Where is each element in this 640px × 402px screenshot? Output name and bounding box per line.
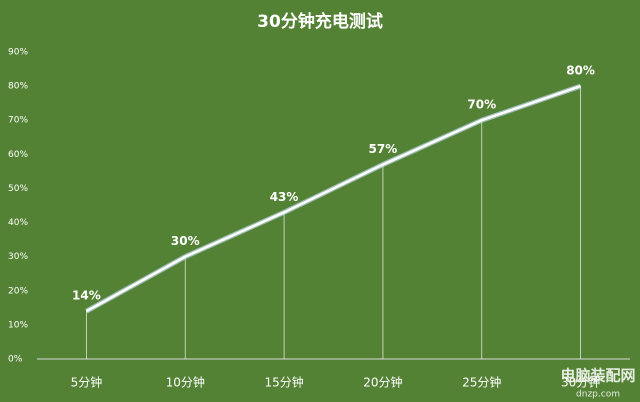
y-tick-label: 70% [8, 116, 28, 126]
data-label: 43% [270, 190, 299, 204]
x-tick-label: 30分钟 [561, 375, 600, 390]
y-tick-label: 40% [8, 218, 28, 228]
x-tick-label: 10分钟 [166, 375, 205, 390]
y-tick-label: 0% [8, 355, 23, 365]
data-label: 57% [369, 142, 398, 156]
data-label: 14% [72, 289, 101, 303]
x-tick-label: 20分钟 [363, 375, 402, 390]
y-tick-label: 50% [8, 184, 28, 194]
x-tick-label: 5分钟 [71, 375, 103, 390]
y-tick-label: 60% [8, 150, 28, 160]
y-tick-label: 90% [8, 48, 28, 58]
data-label: 80% [566, 64, 595, 78]
data-label: 70% [467, 98, 496, 112]
watermark: 电脑装配网 [560, 367, 635, 385]
y-tick-label: 10% [8, 320, 28, 330]
line [85, 84, 581, 313]
y-tick-label: 80% [8, 82, 28, 92]
chart-title: 30分钟充电测试 [257, 11, 383, 32]
x-tick-label: 15分钟 [264, 375, 303, 390]
data-label: 30% [171, 234, 200, 248]
watermark-url: dnzp.com [576, 390, 620, 400]
x-tick-label: 25分钟 [462, 375, 501, 390]
y-tick-label: 20% [8, 286, 28, 296]
y-tick-label: 30% [8, 252, 28, 262]
